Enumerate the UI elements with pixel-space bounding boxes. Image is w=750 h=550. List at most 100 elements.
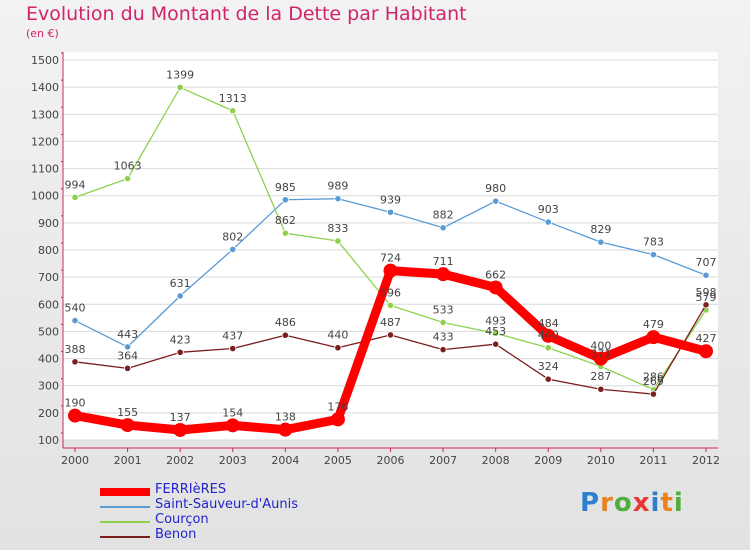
data-label-ferrieres: 427 bbox=[696, 332, 717, 345]
y-tick-label: 300 bbox=[38, 380, 59, 393]
data-point-benon bbox=[597, 385, 605, 393]
x-tick-label: 2009 bbox=[534, 454, 562, 467]
data-point-saint-sauveur bbox=[334, 195, 342, 203]
y-tick-label: 1100 bbox=[31, 163, 59, 176]
data-point-saint-sauveur bbox=[649, 251, 658, 259]
data-label-courcon: 579 bbox=[696, 291, 717, 304]
data-label-benon: 423 bbox=[170, 333, 191, 346]
data-label-courcon: 833 bbox=[327, 222, 348, 235]
data-point-ferrieres bbox=[699, 344, 713, 359]
data-point-benon bbox=[439, 346, 447, 354]
proxiti-logo: Proxiti bbox=[580, 488, 684, 518]
data-label-saint-sauveur: 985 bbox=[275, 181, 296, 194]
data-point-courcon bbox=[176, 83, 184, 92]
data-point-ferrieres bbox=[330, 412, 345, 427]
y-tick-label: 100 bbox=[38, 434, 59, 447]
data-label-saint-sauveur: 989 bbox=[327, 180, 348, 193]
y-tick-label: 800 bbox=[38, 244, 59, 257]
data-label-benon: 486 bbox=[275, 316, 296, 329]
logo-letter: P bbox=[580, 488, 601, 518]
data-point-ferrieres bbox=[593, 351, 608, 366]
data-point-ferrieres bbox=[278, 422, 293, 437]
series-lines bbox=[68, 83, 713, 437]
data-point-courcon bbox=[334, 237, 342, 245]
data-label-courcon: 1063 bbox=[114, 160, 142, 173]
data-point-benon bbox=[492, 340, 500, 348]
data-point-ferrieres bbox=[68, 408, 82, 423]
chart-title: Evolution du Montant de la Dette par Hab… bbox=[26, 3, 467, 25]
plot-area bbox=[63, 52, 718, 440]
data-point-courcon bbox=[492, 329, 500, 337]
data-point-benon bbox=[281, 331, 289, 339]
data-point-courcon bbox=[123, 175, 132, 183]
data-label-ferrieres: 711 bbox=[433, 255, 454, 268]
data-label-courcon: 493 bbox=[485, 314, 506, 327]
data-label-benon: 437 bbox=[222, 330, 243, 343]
logo-letter: i bbox=[673, 488, 684, 518]
x-tick-label: 2011 bbox=[639, 454, 667, 467]
legend-label-ferrieres: FERRIèRES bbox=[155, 482, 227, 497]
data-point-benon bbox=[544, 375, 552, 383]
data-point-ferrieres bbox=[488, 280, 503, 295]
data-point-courcon bbox=[229, 107, 237, 115]
data-point-ferrieres bbox=[225, 418, 240, 433]
x-tick-label: 2010 bbox=[587, 454, 615, 467]
data-label-saint-sauveur: 903 bbox=[538, 203, 559, 216]
y-tick-label: 1500 bbox=[31, 54, 59, 67]
y-tick-label: 1200 bbox=[31, 135, 59, 148]
data-label-saint-sauveur: 443 bbox=[117, 328, 138, 341]
data-point-benon bbox=[123, 364, 132, 372]
x-tick-label: 2007 bbox=[429, 454, 457, 467]
data-label-benon: 324 bbox=[538, 360, 559, 373]
data-labels: 540 443 631 802 985 989 939 882 980 903 829 783 707 9… bbox=[65, 68, 717, 424]
data-point-saint-sauveur bbox=[229, 245, 237, 254]
data-label-courcon: 994 bbox=[65, 178, 86, 191]
y-tick-label: 200 bbox=[38, 407, 59, 420]
data-point-courcon bbox=[71, 193, 79, 201]
x-tick-label: 2012 bbox=[692, 454, 720, 467]
data-point-benon bbox=[176, 348, 184, 356]
data-point-ferrieres bbox=[383, 263, 398, 278]
x-tick-label: 2006 bbox=[377, 454, 405, 467]
data-point-saint-sauveur bbox=[544, 218, 552, 226]
y-tick-label: 1000 bbox=[31, 190, 59, 203]
y-tick-label: 900 bbox=[38, 217, 59, 230]
x-tick-label: 2001 bbox=[114, 454, 142, 467]
data-label-ferrieres: 138 bbox=[275, 411, 296, 424]
legend-item-ferrieres: FERRIèRES bbox=[100, 482, 420, 499]
data-point-saint-sauveur bbox=[492, 197, 500, 205]
data-label-saint-sauveur: 939 bbox=[380, 193, 401, 206]
data-point-courcon bbox=[439, 318, 447, 327]
legend-item-courcon: Courçon bbox=[100, 512, 420, 529]
grid-lines bbox=[63, 52, 718, 441]
data-point-ferrieres bbox=[436, 267, 451, 282]
data-point-ferrieres bbox=[120, 418, 135, 433]
data-label-saint-sauveur: 882 bbox=[433, 209, 454, 222]
data-label-ferrieres: 662 bbox=[485, 268, 506, 281]
legend-item-saint-sauveur: Saint-Sauveur-d'Aunis bbox=[100, 497, 420, 514]
data-point-ferrieres bbox=[541, 328, 556, 343]
x-tick-label: 2005 bbox=[324, 454, 352, 467]
logo-letter: t bbox=[660, 488, 674, 518]
x-tick-label: 2000 bbox=[61, 454, 89, 467]
legend-swatch-benon bbox=[100, 536, 150, 538]
data-label-ferrieres: 137 bbox=[170, 411, 191, 424]
data-label-courcon: 286 bbox=[643, 371, 664, 384]
data-label-ferrieres: 154 bbox=[222, 406, 243, 419]
legend: FERRIèRES Saint-Sauveur-d'Aunis Courçon … bbox=[100, 482, 420, 544]
data-label-courcon: 862 bbox=[275, 214, 296, 227]
legend-swatch-saint-sauveur bbox=[100, 506, 150, 508]
data-label-benon: 269 bbox=[643, 375, 664, 388]
data-label-saint-sauveur: 783 bbox=[643, 236, 664, 249]
logo-letter: r bbox=[600, 488, 614, 518]
data-label-saint-sauveur: 980 bbox=[485, 182, 506, 195]
x-tick-label: 2003 bbox=[219, 454, 247, 467]
legend-label-benon: Benon bbox=[155, 527, 197, 542]
data-label-courcon: 440 bbox=[538, 329, 559, 342]
data-label-benon: 440 bbox=[327, 329, 348, 342]
data-point-saint-sauveur bbox=[386, 208, 395, 216]
legend-label-courcon: Courçon bbox=[155, 512, 209, 527]
data-point-ferrieres bbox=[646, 330, 661, 345]
legend-label-saint-sauveur: Saint-Sauveur-d'Aunis bbox=[155, 497, 299, 512]
